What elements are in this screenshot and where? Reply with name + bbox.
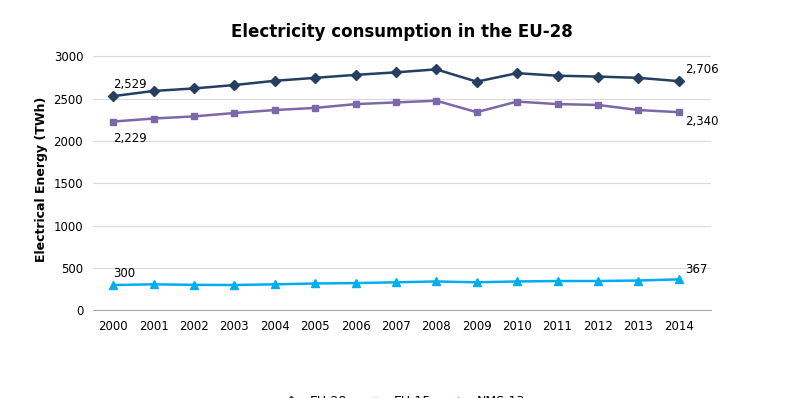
Text: 2,529: 2,529: [113, 78, 147, 91]
EU-28: [593, 74, 603, 79]
Line: EU-28: EU-28: [110, 66, 682, 100]
EU-15: [229, 111, 239, 115]
Line: EU-15: EU-15: [110, 97, 682, 125]
EU-28: [270, 78, 280, 83]
EU-15: [472, 110, 482, 115]
Text: 367: 367: [684, 263, 707, 276]
NMS-13: [512, 279, 522, 284]
EU-15: [431, 98, 441, 103]
NMS-13: [431, 279, 441, 284]
EU-28: [229, 83, 239, 88]
NMS-13: [674, 277, 684, 282]
Legend: EU-28, EU-15, NMS-13: EU-28, EU-15, NMS-13: [274, 390, 530, 398]
EU-15: [189, 114, 199, 119]
NMS-13: [351, 281, 360, 285]
EU-28: [108, 94, 118, 99]
EU-15: [633, 107, 643, 112]
EU-15: [593, 103, 603, 107]
EU-28: [391, 70, 401, 75]
Y-axis label: Electrical Energy (TWh): Electrical Energy (TWh): [35, 96, 48, 262]
NMS-13: [391, 280, 401, 285]
EU-28: [189, 86, 199, 91]
EU-28: [351, 72, 360, 77]
Text: 2,340: 2,340: [684, 115, 718, 128]
EU-15: [553, 102, 562, 107]
EU-28: [310, 76, 320, 80]
Title: Electricity consumption in the EU-28: Electricity consumption in the EU-28: [231, 23, 573, 41]
EU-28: [472, 79, 482, 84]
NMS-13: [149, 282, 158, 287]
EU-15: [270, 107, 280, 112]
EU-28: [633, 76, 643, 80]
NMS-13: [310, 281, 320, 286]
EU-28: [674, 79, 684, 84]
NMS-13: [189, 283, 199, 287]
EU-28: [149, 89, 158, 94]
EU-28: [512, 71, 522, 76]
Text: 2,706: 2,706: [684, 64, 718, 76]
EU-15: [351, 102, 360, 107]
NMS-13: [472, 280, 482, 285]
NMS-13: [108, 283, 118, 287]
Line: NMS-13: NMS-13: [109, 275, 683, 289]
Text: 2,229: 2,229: [113, 132, 147, 145]
EU-15: [149, 116, 158, 121]
EU-15: [512, 99, 522, 104]
EU-15: [108, 119, 118, 124]
EU-15: [674, 110, 684, 115]
NMS-13: [229, 283, 239, 287]
Text: 300: 300: [113, 267, 135, 280]
NMS-13: [553, 279, 562, 283]
EU-15: [310, 105, 320, 110]
NMS-13: [593, 279, 603, 283]
NMS-13: [633, 278, 643, 283]
NMS-13: [270, 282, 280, 287]
EU-28: [431, 67, 441, 72]
EU-15: [391, 100, 401, 105]
EU-28: [553, 73, 562, 78]
